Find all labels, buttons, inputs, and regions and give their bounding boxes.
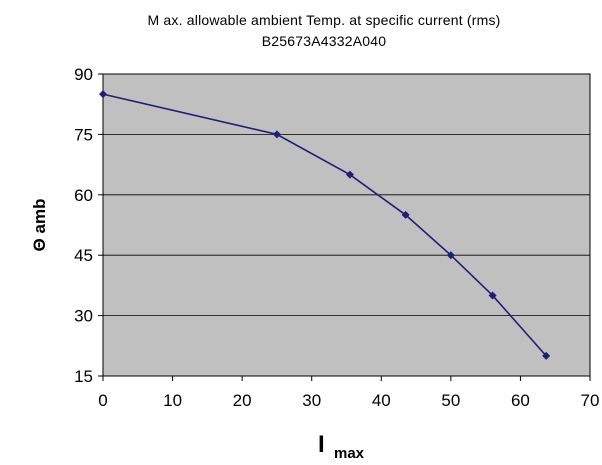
y-tick-label: 90 [74, 65, 93, 84]
gridlines [103, 133, 590, 317]
x-tick-label: 30 [302, 391, 321, 410]
x-tick-label: 0 [98, 391, 107, 410]
y-tick-label: 30 [74, 307, 93, 326]
data-point [488, 291, 497, 300]
x-tick-label: 60 [511, 391, 530, 410]
data-point [345, 170, 354, 179]
data-point [446, 251, 455, 260]
x-tick-label: 40 [372, 391, 391, 410]
x-axis: 0 10 20 30 40 50 60 70 [98, 376, 599, 410]
y-axis-label: Θ amb [30, 199, 49, 252]
data-point [272, 130, 281, 139]
x-axis-label-subscript: max [334, 445, 365, 462]
plot-area [102, 73, 591, 377]
y-axis: 15 30 45 60 75 90 [74, 65, 103, 386]
data-point [542, 351, 551, 360]
chart-subtitle: B25673A4332A040 [262, 33, 386, 49]
y-tick-label: 45 [74, 246, 93, 265]
chart-title: M ax. allowable ambient Temp. at specifi… [147, 12, 500, 28]
data-point [401, 210, 410, 219]
x-axis-label-main: I [318, 431, 325, 458]
x-tick-label: 10 [163, 391, 182, 410]
y-tick-label: 75 [74, 125, 93, 144]
x-axis-label: I max [318, 431, 365, 462]
y-tick-label: 60 [74, 186, 93, 205]
series [99, 90, 551, 360]
x-tick-label: 50 [441, 391, 460, 410]
x-tick-label: 20 [233, 391, 252, 410]
y-tick-label: 15 [74, 367, 93, 386]
data-point [99, 90, 107, 99]
x-tick-label: 70 [581, 391, 600, 410]
